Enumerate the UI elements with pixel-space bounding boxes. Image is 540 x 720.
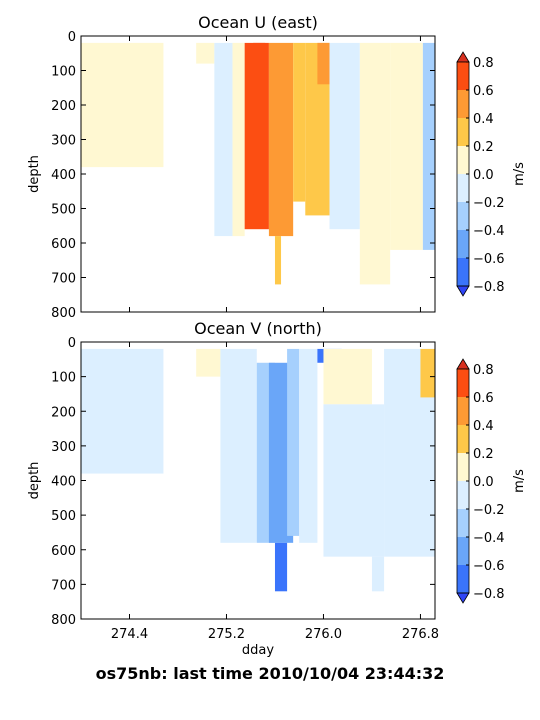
colorbar-2 bbox=[456, 358, 470, 604]
plot-area-1 bbox=[81, 42, 435, 285]
data-region bbox=[196, 348, 221, 377]
data-region bbox=[299, 348, 318, 543]
y-axis-label: depth bbox=[27, 155, 42, 193]
y-tick-label: 700 bbox=[51, 578, 76, 593]
colorbar-tick-label: 0.4 bbox=[473, 419, 494, 434]
colorbar-tick-label: 0.2 bbox=[473, 447, 494, 462]
data-region bbox=[268, 42, 294, 237]
data-region bbox=[293, 42, 306, 202]
data-region bbox=[359, 42, 391, 285]
colorbar-1 bbox=[456, 51, 470, 297]
data-region bbox=[287, 348, 300, 536]
footer-caption: os75nb: last time 2010/10/04 23:44:32 bbox=[95, 664, 445, 683]
y-tick-label: 800 bbox=[51, 306, 76, 321]
colorbar-extend-min bbox=[456, 285, 470, 297]
colorbar-tick-label: −0.8 bbox=[473, 587, 505, 602]
data-region bbox=[220, 348, 257, 543]
colorbar-label: m/s bbox=[512, 162, 527, 186]
colorbar-bin bbox=[457, 481, 469, 509]
y-tick-label: 0 bbox=[68, 336, 76, 351]
y-axis-label: depth bbox=[27, 462, 42, 500]
y-tick-label: 200 bbox=[51, 99, 76, 114]
data-region bbox=[214, 42, 233, 237]
colorbar-bin bbox=[457, 537, 469, 565]
y-tick-label: 800 bbox=[51, 613, 76, 628]
colorbar-tick-label: −0.6 bbox=[473, 559, 505, 574]
chart-title: Ocean V (north) bbox=[194, 319, 322, 338]
colorbar-label: m/s bbox=[512, 469, 527, 493]
colorbar-extend-min bbox=[456, 592, 470, 604]
y-tick-label: 400 bbox=[51, 168, 76, 183]
y-tick-label: 400 bbox=[51, 475, 76, 490]
colorbar-tick-label: 0.4 bbox=[473, 112, 494, 127]
data-region bbox=[232, 42, 245, 237]
data-region bbox=[274, 236, 282, 285]
colorbar-bin bbox=[457, 397, 469, 425]
y-tick-label: 600 bbox=[51, 544, 76, 559]
colorbar-bin bbox=[457, 230, 469, 258]
data-region bbox=[81, 348, 164, 474]
colorbar-bin bbox=[457, 453, 469, 481]
colorbar-bin bbox=[457, 146, 469, 174]
data-region bbox=[317, 42, 330, 85]
y-tick-label: 0 bbox=[68, 30, 76, 45]
y-tick-label: 500 bbox=[51, 203, 76, 218]
colorbar-bin bbox=[457, 565, 469, 593]
data-region bbox=[253, 42, 266, 195]
colorbar-tick-label: −0.4 bbox=[473, 531, 505, 546]
data-region bbox=[390, 42, 423, 250]
y-tick-label: 300 bbox=[51, 134, 76, 149]
plot-area-2 bbox=[81, 348, 435, 592]
y-tick-label: 500 bbox=[51, 509, 76, 524]
y-tick-label: 600 bbox=[51, 237, 76, 252]
colorbar-bin bbox=[457, 509, 469, 537]
y-tick-label: 100 bbox=[51, 65, 76, 80]
colorbar-tick-label: 0.8 bbox=[473, 56, 494, 71]
colorbar-tick-label: −0.2 bbox=[473, 503, 505, 518]
data-region bbox=[81, 42, 164, 168]
colorbar-tick-label: 0.8 bbox=[473, 363, 494, 378]
colorbar-bin bbox=[457, 425, 469, 453]
colorbar-bin bbox=[457, 258, 469, 286]
colorbar-bin bbox=[457, 174, 469, 202]
data-region bbox=[323, 348, 372, 405]
colorbar-extend-max bbox=[456, 51, 470, 63]
chart-title: Ocean U (east) bbox=[198, 13, 318, 32]
colorbar-tick-label: 0.0 bbox=[473, 475, 494, 490]
x-tick-label: 276.0 bbox=[305, 627, 342, 642]
colorbar-tick-label: −0.8 bbox=[473, 280, 505, 295]
data-region bbox=[323, 404, 385, 557]
data-region bbox=[422, 42, 435, 250]
y-tick-label: 200 bbox=[51, 405, 76, 420]
colorbar-tick-label: −0.6 bbox=[473, 252, 505, 267]
colorbar-extend-max bbox=[456, 358, 470, 370]
data-region bbox=[274, 542, 288, 592]
colorbar-bin bbox=[457, 62, 469, 90]
y-tick-label: 100 bbox=[51, 371, 76, 386]
x-tick-label: 274.4 bbox=[111, 627, 148, 642]
x-tick-label: 276.8 bbox=[402, 627, 439, 642]
colorbar-tick-label: −0.2 bbox=[473, 196, 505, 211]
data-region bbox=[371, 556, 385, 592]
colorbar-bin bbox=[457, 118, 469, 146]
x-tick-label: 275.2 bbox=[208, 627, 245, 642]
colorbar-bin bbox=[457, 202, 469, 230]
x-axis-label: dday bbox=[242, 643, 274, 658]
colorbar-tick-label: 0.6 bbox=[473, 84, 494, 99]
colorbar-tick-label: −0.4 bbox=[473, 224, 505, 239]
colorbar-bin bbox=[457, 369, 469, 397]
data-region bbox=[420, 348, 435, 398]
colorbar-bin bbox=[457, 90, 469, 118]
data-region bbox=[329, 42, 360, 230]
data-region bbox=[196, 42, 215, 64]
y-tick-label: 700 bbox=[51, 272, 76, 287]
colorbar-tick-label: 0.0 bbox=[473, 168, 494, 183]
y-tick-label: 300 bbox=[51, 440, 76, 455]
colorbar-tick-label: 0.2 bbox=[473, 140, 494, 155]
colorbar-tick-label: 0.6 bbox=[473, 391, 494, 406]
